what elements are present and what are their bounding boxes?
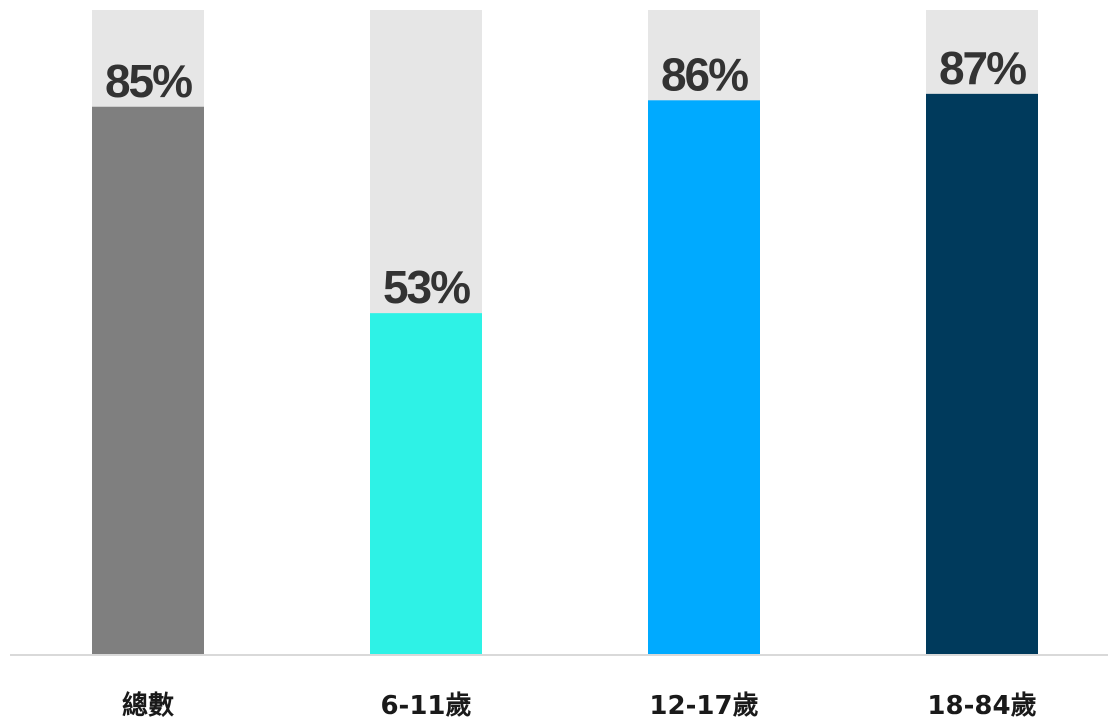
bar-value-label: 87% <box>939 42 1026 94</box>
category-labels: 總數 6-11歲 12-17歲 18-84歲 <box>122 690 1037 721</box>
background-tracks <box>92 10 1038 655</box>
bar-value-label: 86% <box>661 48 748 100</box>
bar <box>92 106 204 655</box>
bar-value-label: 85% <box>105 55 192 107</box>
category-label: 總數 <box>122 690 174 721</box>
category-label: 12-17歲 <box>649 691 758 721</box>
value-labels: 85% 53% 86% 87% <box>105 42 1028 313</box>
bar-value-label: 53% <box>383 261 470 313</box>
bar <box>926 93 1038 656</box>
category-label: 6-11歲 <box>380 691 471 721</box>
bar <box>370 313 482 655</box>
bars <box>92 93 1038 656</box>
category-label: 18-84歲 <box>927 691 1036 721</box>
bar <box>648 100 760 656</box>
